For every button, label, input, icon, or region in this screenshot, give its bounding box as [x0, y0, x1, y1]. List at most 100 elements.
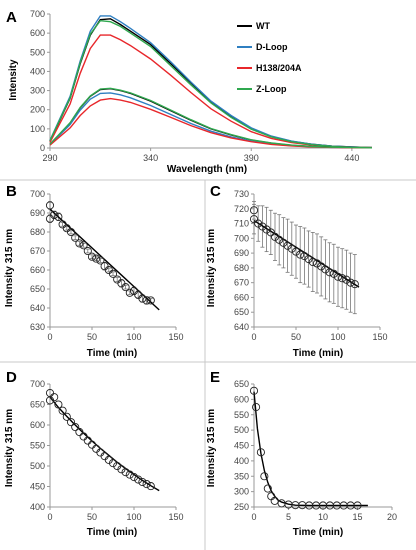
plot-layer: 290 340 390 4400100200300400500600700WTD-Lo… — [30, 9, 397, 522]
data-point — [263, 484, 272, 493]
data-point — [138, 477, 147, 487]
data-point — [304, 254, 313, 264]
data-point — [275, 235, 284, 244]
x-axis-title-a: Wavelength (nm) — [167, 164, 247, 175]
y-tick-label: 650 — [234, 379, 249, 389]
y-tick-label: 0 — [40, 143, 45, 153]
y-axis-title-c: Intensity 315 nm — [206, 229, 217, 307]
y-tick-label: 710 — [234, 219, 249, 229]
plot-D: 0 50 100 150 400 450 500 550 600 650 700 — [30, 379, 184, 522]
panel-label-b: B — [6, 183, 17, 200]
y-tick-label: 400 — [234, 456, 249, 466]
x-tick-label: 100 — [330, 332, 345, 342]
data-point — [87, 440, 97, 449]
data-point — [138, 294, 147, 303]
y-tick-label: 300 — [30, 86, 45, 96]
data-point — [342, 275, 351, 284]
x-tick-label: 440 — [344, 153, 359, 163]
data-point — [249, 386, 259, 395]
y-tick-label: 690 — [234, 248, 249, 258]
data-point — [96, 256, 105, 265]
data-point — [108, 269, 118, 278]
plot-E: 0 5 10 15 20 250 300 350 400 450 500 550 600 650 — [234, 379, 397, 522]
data-point — [134, 475, 143, 484]
data-point — [312, 259, 322, 268]
data-point — [92, 444, 101, 453]
x-axis-title-d: Time (min) — [87, 527, 137, 538]
y-tick-label: 550 — [30, 441, 45, 451]
data-point — [117, 465, 126, 474]
data-point — [258, 222, 267, 231]
y-tick-label: 400 — [30, 502, 45, 512]
x-tick-label: 100 — [126, 512, 141, 522]
y-tick-label: 640 — [30, 303, 45, 313]
x-tick-label: 50 — [87, 332, 97, 342]
data-point — [45, 201, 55, 210]
y-tick-label: 350 — [234, 471, 249, 481]
data-point — [300, 252, 309, 261]
panel-label-c: C — [210, 183, 221, 200]
y-tick-label: 670 — [234, 278, 249, 288]
x-tick-label: 15 — [352, 512, 362, 522]
x-axis-title-e: Time (min) — [293, 527, 343, 538]
y-tick-label: 700 — [30, 9, 45, 19]
x-tick-label: 5 — [286, 512, 291, 522]
data-point — [283, 241, 292, 250]
y-tick-label: 100 — [30, 124, 45, 134]
data-point — [58, 406, 67, 415]
y-tick-label: 200 — [30, 105, 45, 115]
y-tick-label: 400 — [30, 66, 45, 76]
y-tick-label: 500 — [30, 47, 45, 57]
x-tick-label: 0 — [251, 332, 256, 342]
y-tick-label: 250 — [234, 502, 249, 512]
y-tick-label: 550 — [234, 410, 249, 420]
data-point — [308, 257, 317, 267]
data-point — [83, 246, 92, 256]
data-point — [125, 470, 134, 479]
series-line-z-loop — [49, 19, 373, 149]
data-point — [279, 238, 288, 247]
y-tick-label: 630 — [30, 322, 45, 332]
x-tick-label: 100 — [126, 332, 141, 342]
y-tick-label: 600 — [30, 420, 45, 430]
y-tick-label: 450 — [234, 441, 249, 451]
x-tick-label: 290 — [42, 153, 57, 163]
data-point — [121, 468, 130, 477]
data-point — [291, 247, 301, 256]
data-point — [254, 219, 263, 228]
x-tick-label: 20 — [387, 512, 397, 522]
data-point — [79, 241, 88, 250]
data-point — [62, 412, 71, 421]
data-point — [71, 233, 80, 242]
legend-label: H138/204A — [256, 63, 302, 73]
data-point — [249, 206, 259, 215]
y-tick-label: 600 — [30, 28, 45, 38]
y-axis-title-d: Intensity 315 nm — [4, 409, 15, 487]
data-point — [54, 212, 63, 221]
legend-label: Z-Loop — [256, 84, 287, 94]
y-tick-label: 600 — [234, 394, 249, 404]
y-tick-label: 650 — [30, 284, 45, 294]
x-tick-label: 340 — [143, 153, 158, 163]
panel-label-e: E — [210, 369, 220, 386]
y-tick-label: 300 — [234, 487, 249, 497]
data-point — [146, 296, 155, 305]
y-tick-label: 650 — [234, 307, 249, 317]
data-point — [75, 239, 84, 248]
data-point — [142, 296, 151, 305]
x-tick-label: 0 — [47, 512, 52, 522]
data-point — [333, 272, 343, 281]
data-point — [66, 418, 76, 427]
series-line-z-loop — [49, 87, 373, 149]
y-tick-label: 700 — [234, 233, 249, 243]
y-tick-label: 730 — [234, 189, 249, 199]
data-point — [329, 269, 338, 278]
x-axis-title-b: Time (min) — [87, 348, 137, 359]
x-tick-label: 0 — [47, 332, 52, 342]
data-point — [321, 265, 330, 274]
series-line-h138-204a — [49, 97, 372, 149]
data-point — [353, 501, 362, 510]
x-tick-label: 150 — [168, 332, 183, 342]
x-tick-label: 0 — [251, 512, 256, 522]
